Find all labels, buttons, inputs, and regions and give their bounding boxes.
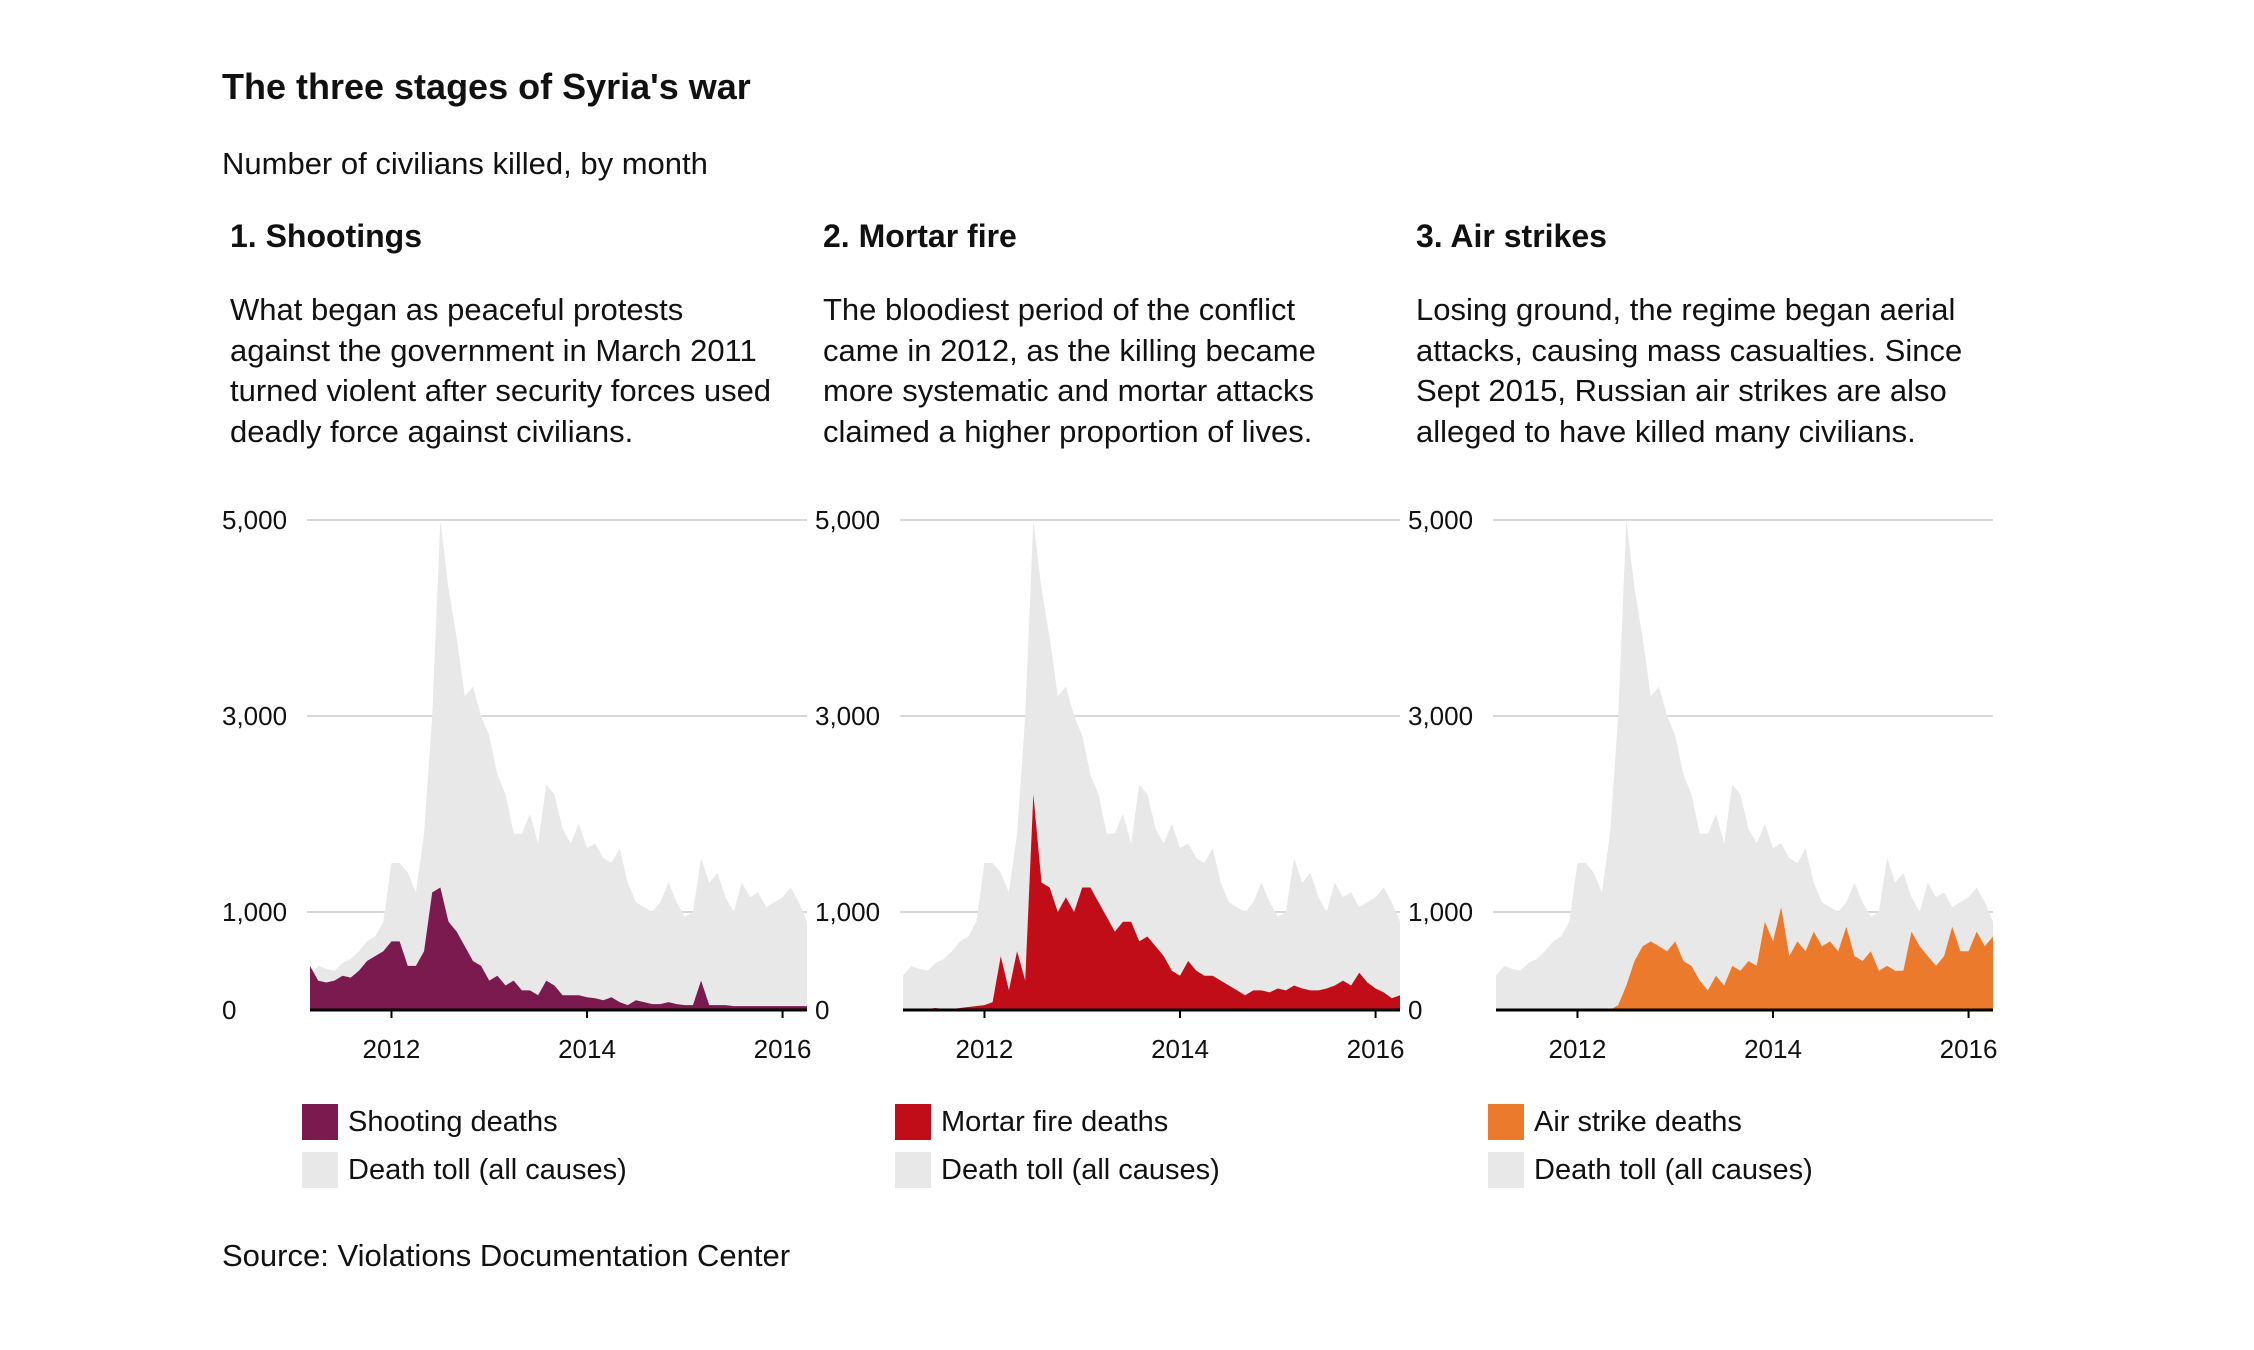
y-tick-label: 0 bbox=[222, 995, 236, 1025]
x-tick-label: 2016 bbox=[754, 1034, 812, 1064]
description-line: Sept 2015, Russian air strikes are also bbox=[1416, 373, 1947, 408]
description-line: turned violent after security forces use… bbox=[230, 373, 772, 408]
legend-label-total: Death toll (all causes) bbox=[1534, 1154, 1813, 1186]
legend-label-series: Air strike deaths bbox=[1534, 1106, 1742, 1138]
description-line: more systematic and mortar attacks bbox=[823, 373, 1314, 408]
panel-heading: 2. Mortar fire bbox=[823, 218, 1017, 254]
y-tick-label: 3,000 bbox=[222, 701, 287, 731]
area-total-deaths bbox=[903, 520, 1400, 1010]
x-tick-label: 2012 bbox=[956, 1034, 1014, 1064]
legend-swatch-series bbox=[895, 1104, 931, 1140]
legend-label-series: Mortar fire deaths bbox=[941, 1106, 1169, 1138]
y-tick-label: 1,000 bbox=[222, 897, 287, 927]
panel-mortar-fire: 2. Mortar fire The bloodiest period of t… bbox=[815, 0, 1415, 1250]
area-series-deaths bbox=[1496, 907, 1993, 1010]
description-line: alleged to have killed many civilians. bbox=[1416, 413, 1916, 449]
legend-swatch-total bbox=[895, 1152, 931, 1188]
legend-swatch-total bbox=[1488, 1152, 1524, 1188]
y-tick-label: 5,000 bbox=[815, 505, 880, 535]
legend-swatch-series bbox=[302, 1104, 338, 1140]
area-chart: 0 1,000 3,000 5,000 2012 2014 2016 bbox=[222, 505, 812, 1064]
x-tick-label: 2012 bbox=[1549, 1034, 1607, 1064]
description-line: deadly force against civilians. bbox=[230, 413, 634, 449]
y-tick-label: 3,000 bbox=[1408, 701, 1473, 731]
area-series-deaths bbox=[903, 794, 1400, 1010]
source-note: Source: Violations Documentation Center bbox=[222, 1238, 791, 1273]
legend-swatch-total bbox=[302, 1152, 338, 1188]
description-line: came in 2012, as the killing became bbox=[823, 332, 1316, 368]
y-tick-label: 5,000 bbox=[1408, 505, 1473, 535]
chart-subtitle: Number of civilians killed, by month bbox=[222, 146, 708, 181]
panel-description: Losing ground, the regime began aerial a… bbox=[1416, 290, 2006, 452]
x-tick-label: 2016 bbox=[1347, 1034, 1405, 1064]
description-line: Losing ground, the regime began aerial bbox=[1416, 292, 1956, 327]
legend-swatch-series bbox=[1488, 1104, 1524, 1140]
x-tick-label: 2014 bbox=[1151, 1034, 1209, 1064]
description-line: claimed a higher proportion of lives. bbox=[823, 413, 1313, 449]
y-tick-label: 5,000 bbox=[222, 505, 287, 535]
x-tick-label: 2014 bbox=[1744, 1034, 1802, 1064]
panel-shootings: 1. Shootings What began as peaceful prot… bbox=[222, 0, 822, 1250]
legend-label-total: Death toll (all causes) bbox=[941, 1154, 1220, 1186]
area-chart: 0 1,000 3,000 5,000 2012 2014 2016 bbox=[815, 505, 1405, 1064]
area-series-deaths bbox=[310, 887, 807, 1010]
x-tick-label: 2012 bbox=[363, 1034, 421, 1064]
panel-description: What began as peaceful protests against … bbox=[230, 290, 820, 452]
description-line: What began as peaceful protests bbox=[230, 292, 684, 327]
panel-description: The bloodiest period of the conflict cam… bbox=[823, 290, 1413, 452]
y-tick-label: 1,000 bbox=[1408, 897, 1473, 927]
panel-air-strikes: 3. Air strikes Losing ground, the regime… bbox=[1408, 0, 2008, 1250]
area-chart: 0 1,000 3,000 5,000 2012 2014 2016 bbox=[1408, 505, 1998, 1064]
y-tick-label: 3,000 bbox=[815, 701, 880, 731]
panel-heading: 1. Shootings bbox=[230, 218, 422, 254]
y-tick-label: 0 bbox=[815, 995, 829, 1025]
y-tick-label: 1,000 bbox=[815, 897, 880, 927]
x-tick-label: 2016 bbox=[1940, 1034, 1998, 1064]
legend-label-series: Shooting deaths bbox=[348, 1106, 558, 1138]
legend-label-total: Death toll (all causes) bbox=[348, 1154, 627, 1186]
x-tick-label: 2014 bbox=[558, 1034, 616, 1064]
description-line: against the government in March 2011 bbox=[230, 332, 757, 368]
description-line: The bloodiest period of the conflict bbox=[823, 292, 1296, 327]
description-line: attacks, causing mass casualties. Since bbox=[1416, 332, 1963, 368]
chart-title: The three stages of Syria's war bbox=[222, 66, 751, 107]
area-total-deaths bbox=[1496, 520, 1993, 1010]
y-tick-label: 0 bbox=[1408, 995, 1422, 1025]
area-total-deaths bbox=[310, 520, 807, 1010]
panel-heading: 3. Air strikes bbox=[1416, 218, 1607, 254]
